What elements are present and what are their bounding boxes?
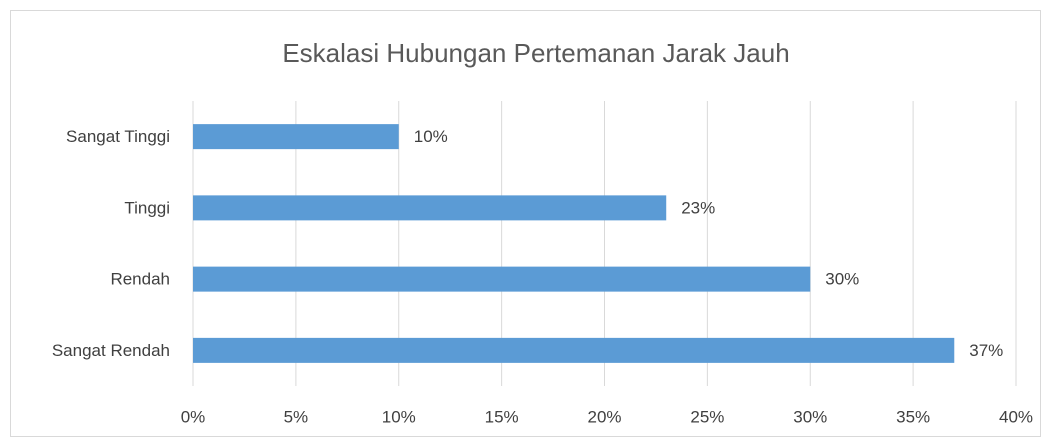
y-tick-label: Tinggi <box>124 198 170 217</box>
y-tick-label: Sangat Tinggi <box>66 127 170 146</box>
x-tick-label: 40% <box>999 407 1033 426</box>
y-tick-label: Sangat Rendah <box>52 341 170 360</box>
y-tick-label: Rendah <box>110 270 170 289</box>
x-tick-label: 25% <box>690 407 724 426</box>
x-tick-label: 20% <box>587 407 621 426</box>
x-tick-label: 35% <box>896 407 930 426</box>
data-label: 37% <box>969 341 1003 360</box>
bar <box>193 266 811 292</box>
data-label: 30% <box>825 270 859 289</box>
x-tick-label: 5% <box>284 407 309 426</box>
x-tick-label: 10% <box>382 407 416 426</box>
bar <box>193 337 955 363</box>
bar <box>193 195 667 221</box>
bar <box>193 124 399 150</box>
x-tick-label: 15% <box>485 407 519 426</box>
chart-border <box>10 10 1041 437</box>
x-tick-label: 30% <box>793 407 827 426</box>
x-tick-label: 0% <box>181 407 206 426</box>
data-label: 10% <box>414 127 448 146</box>
data-label: 23% <box>681 198 715 217</box>
chart-title: Eskalasi Hubungan Pertemanan Jarak Jauh <box>282 38 789 68</box>
